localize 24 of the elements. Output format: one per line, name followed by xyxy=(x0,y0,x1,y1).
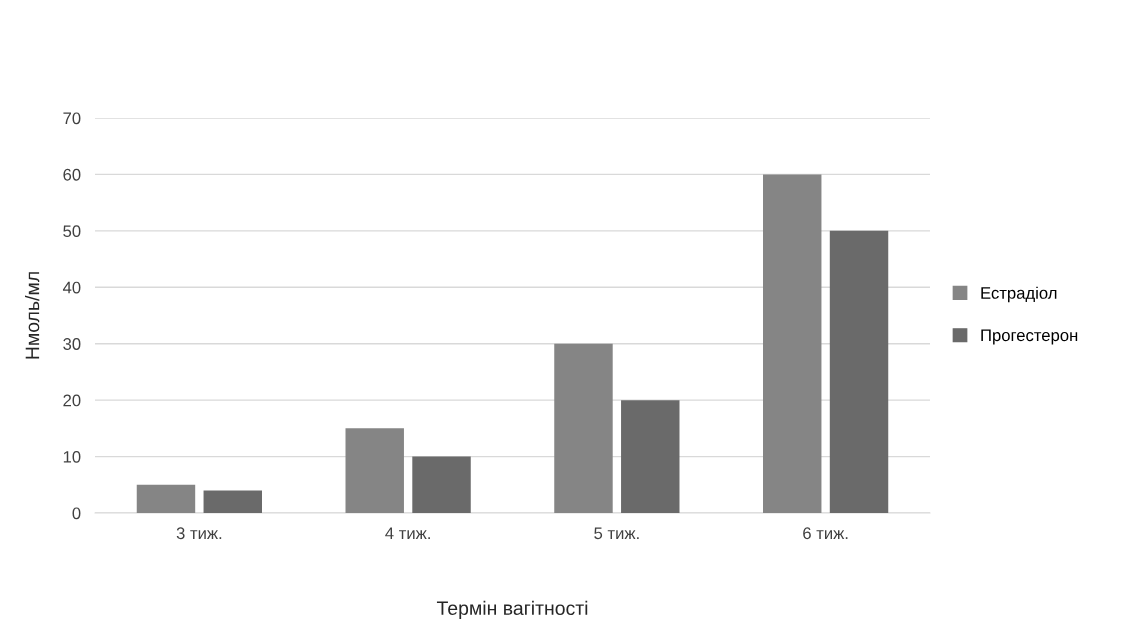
y-tick-label: 20 xyxy=(63,394,81,407)
x-tick-label: 4 тиж. xyxy=(385,527,430,539)
bar xyxy=(345,428,404,513)
bar xyxy=(554,343,613,513)
y-tick-label: 10 xyxy=(63,450,81,463)
x-tick-label: 3 тиж. xyxy=(176,527,222,540)
y-tick-label: 30 xyxy=(63,338,81,350)
x-tick-label: 5 тиж. xyxy=(594,527,639,540)
y-tick-label: 40 xyxy=(62,281,81,294)
bar xyxy=(203,490,262,513)
bar xyxy=(829,230,889,513)
legend-label: Естрадіол xyxy=(981,286,1057,303)
x-axis-title: Термін вагітності xyxy=(436,600,588,619)
bar xyxy=(136,484,196,513)
y-tick-label: 60 xyxy=(63,168,81,181)
y-tick-label: 70 xyxy=(63,112,81,125)
bar xyxy=(412,456,471,513)
bar xyxy=(763,174,822,513)
y-tick-label: 0 xyxy=(72,507,81,520)
y-axis-title: Нмоль/мл xyxy=(25,272,40,359)
bar xyxy=(621,400,680,513)
x-tick-label: 6 тиж. xyxy=(803,527,848,540)
y-tick-label: 50 xyxy=(63,225,81,238)
legend-label: Прогестерон xyxy=(981,329,1078,345)
